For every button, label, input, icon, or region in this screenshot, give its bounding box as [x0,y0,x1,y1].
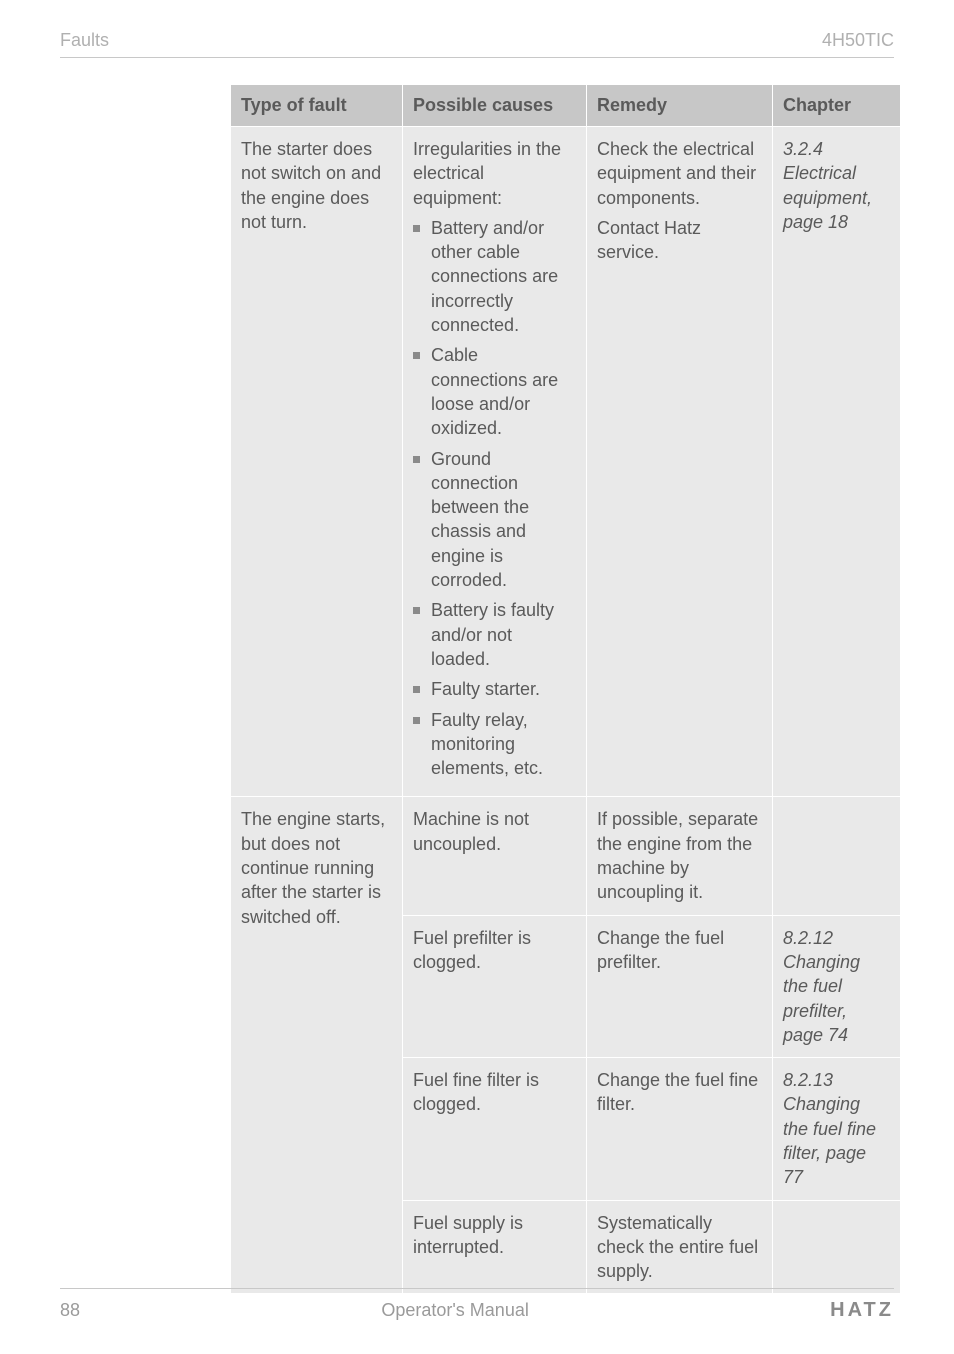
cell-chapter: 3.2.4 Electrical equipment, page 18 [773,127,901,797]
remedy-p1: Check the electrical equipment and their… [597,137,762,210]
page-footer: 88 Operator's Manual HATZ [60,1288,894,1322]
fault-table: Type of fault Possible causes Remedy Cha… [230,84,901,1294]
list-item: Battery is faulty and/or not loaded. [413,598,576,671]
remedy-p2: Contact Hatz service. [597,216,762,265]
cell-remedy: Check the electrical equipment and their… [587,127,773,797]
list-item: Cable connections are loose and/or oxidi… [413,343,576,440]
table-header-row: Type of fault Possible causes Remedy Cha… [231,85,901,127]
cell-cause: Fuel prefilter is clogged. [403,915,587,1057]
list-item: Battery and/or other cable connections a… [413,216,576,337]
cell-fault: The starter does not switch on and the e… [231,127,403,797]
page-header: Faults 4H50TIC [60,30,894,58]
cell-remedy: Change the fuel fine filter. [587,1058,773,1200]
col-header-cause: Possible causes [403,85,587,127]
footer-center: Operator's Manual [381,1300,529,1321]
table-row: The starter does not switch on and the e… [231,127,901,797]
cell-fault: The engine starts, but does not continue… [231,797,403,1294]
table-row: The engine starts, but does not continue… [231,797,901,915]
col-header-fault: Type of fault [231,85,403,127]
cell-remedy: Change the fuel prefilter. [587,915,773,1057]
cell-chapter [773,1200,901,1294]
col-header-chapter: Chapter [773,85,901,127]
list-item: Faulty starter. [413,677,576,701]
cell-chapter: 8.2.12 Changing the fuel prefilter, page… [773,915,901,1057]
cell-cause: Fuel fine filter is clogged. [403,1058,587,1200]
cell-remedy: Systematically check the entire fuel sup… [587,1200,773,1294]
cell-cause: Irregularities in the electrical equipme… [403,127,587,797]
col-header-remedy: Remedy [587,85,773,127]
cell-cause: Machine is not uncoupled. [403,797,587,915]
page-content: Faults 4H50TIC Type of fault Possible ca… [0,0,954,1294]
cause-intro: Irregularities in the electrical equipme… [413,137,576,210]
cell-remedy: If possible, separate the engine from th… [587,797,773,915]
header-left: Faults [60,30,109,51]
cell-chapter [773,797,901,915]
footer-page-number: 88 [60,1300,80,1321]
cause-list: Battery and/or other cable connections a… [413,216,576,781]
list-item: Ground connection between the chassis an… [413,447,576,593]
cell-chapter: 8.2.13 Changing the fuel fine filter, pa… [773,1058,901,1200]
cell-cause: Fuel supply is interrupted. [403,1200,587,1294]
list-item: Faulty relay, monitoring elements, etc. [413,708,576,781]
footer-brand: HATZ [830,1299,894,1322]
header-right: 4H50TIC [822,30,894,51]
